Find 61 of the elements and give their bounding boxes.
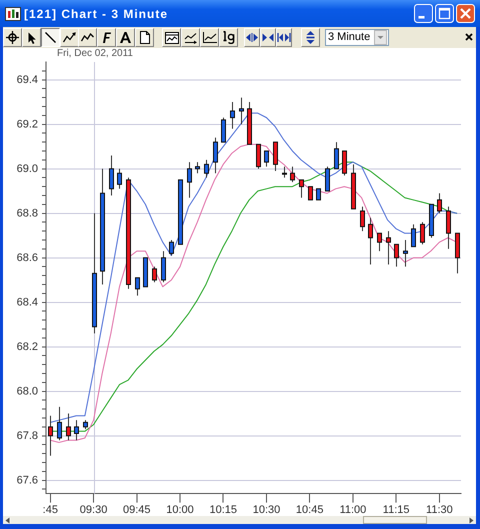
candlestick (221, 117, 226, 143)
x-tick-label: 11:00 (340, 504, 366, 516)
y-tick-label: 67.6 (16, 474, 38, 486)
candlestick (377, 232, 382, 252)
text: 3 Minute (328, 30, 370, 45)
y-tick-label: 68.8 (16, 207, 38, 220)
candlestick (256, 144, 261, 170)
candlestick (446, 206, 451, 250)
candlestick (74, 420, 79, 441)
y-tick-label: 68.6 (16, 252, 38, 264)
candlestick (342, 150, 347, 176)
candlestick (57, 406, 62, 441)
candlestick (169, 239, 174, 256)
candlestick (360, 206, 365, 232)
x-tick-label: 11:15 (382, 504, 410, 516)
x-tick-label: 10:30 (252, 504, 280, 516)
candlestick (394, 244, 399, 268)
candlestick (386, 230, 391, 265)
x-tick-label: 09:30 (80, 504, 108, 516)
candlestick (299, 179, 304, 198)
candlestick (420, 222, 425, 245)
candlestick (264, 150, 269, 168)
candlestick (411, 224, 416, 248)
y-tick-label: 69.2 (16, 118, 38, 130)
candlestick (109, 154, 114, 196)
x-tick-label: 10:15 (209, 504, 238, 516)
candlestick (368, 217, 373, 265)
candlestick (308, 186, 313, 200)
candlestick (403, 239, 408, 268)
y-tick-label: 68.0 (16, 385, 38, 398)
candlestick (204, 159, 209, 178)
candlestick (290, 166, 295, 183)
y-tick-label: 68.2 (16, 340, 38, 353)
candlestick (48, 415, 53, 456)
x-tick-label: 10:45 (296, 504, 324, 516)
x-tick-label: :45 (42, 504, 58, 516)
candlestick (273, 142, 278, 172)
y-tick-label: 69.4 (16, 74, 38, 86)
y-tick-label: 68.4 (16, 296, 38, 308)
candlestick (187, 162, 192, 198)
candlestick (282, 166, 287, 178)
candlestick (66, 413, 71, 441)
x-tick-label: 11:30 (426, 504, 453, 516)
candlestick (152, 266, 157, 283)
candlestick (239, 97, 244, 125)
candlestick (213, 137, 218, 174)
candlestick (325, 166, 330, 192)
y-tick-label: 67.8 (16, 430, 38, 442)
candlestick (195, 162, 200, 174)
x-tick-label: 09:45 (123, 504, 151, 516)
chart-title: [121] Chart - 3 Minute (24, 7, 168, 21)
candlestick (316, 188, 321, 200)
chart-subtitle: Fri, Dec 02, 2011 (57, 48, 133, 60)
candlestick (161, 250, 166, 283)
candlestick (334, 142, 339, 170)
y-tick-label: 69.0 (16, 162, 38, 175)
candlestick (135, 277, 140, 296)
candlestick (437, 192, 442, 214)
x-tick-label: 10:00 (166, 504, 194, 516)
candlestick (117, 168, 122, 190)
candlestick (230, 102, 235, 130)
